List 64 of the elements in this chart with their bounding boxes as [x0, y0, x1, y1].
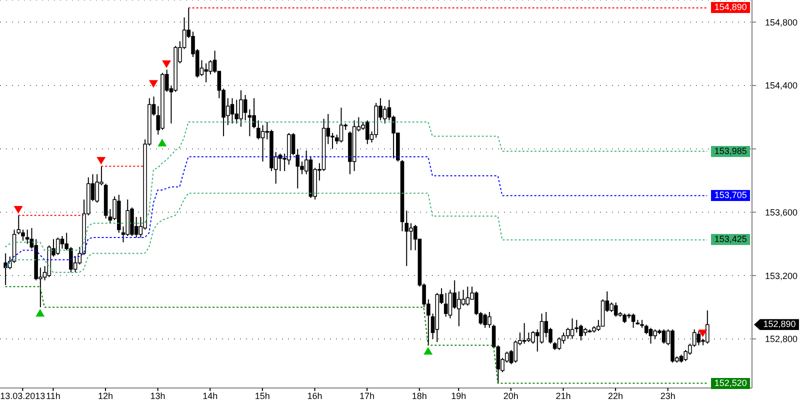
candlestick: [540, 313, 544, 344]
candlestick: [296, 148, 300, 189]
candlestick: [648, 327, 653, 344]
candlestick: [339, 107, 344, 144]
candlestick: [684, 349, 688, 362]
point: [36, 308, 45, 317]
x-tick-label: 20h: [503, 391, 518, 401]
candlestick: [614, 302, 618, 318]
data-label: 154,890: [711, 2, 750, 14]
x-tick-label: 17h: [360, 391, 375, 401]
x-tick-label: 13.03.2013: [0, 391, 46, 401]
x-tick-label: 19h: [451, 391, 466, 401]
candlestick: [252, 98, 256, 129]
line-series: [4, 286, 708, 384]
candlestick: [248, 108, 252, 137]
x-tick-label: 15h: [254, 391, 270, 401]
candlestick: [557, 336, 562, 350]
candlestick: [382, 106, 387, 124]
candlestick: [696, 330, 701, 346]
candlestick: [256, 120, 260, 140]
candlestick: [243, 94, 248, 121]
text: 152,890: [763, 319, 796, 330]
point: [148, 80, 158, 88]
point: [158, 138, 167, 146]
point: [96, 156, 106, 165]
point: [698, 330, 708, 338]
x-tick-label: 23h: [660, 391, 676, 401]
candlestick: [662, 328, 666, 344]
x-tick-label: 16h: [307, 391, 322, 401]
point: [162, 60, 172, 68]
y-tick-label: 154,800: [765, 17, 798, 28]
y-tick-label: 154,400: [765, 80, 798, 91]
candlestick: [570, 318, 574, 340]
y-tick-label: 152,800: [765, 334, 798, 344]
candlestick: [444, 292, 448, 318]
candlestick: [631, 313, 636, 328]
data-label: 153,425: [711, 234, 750, 246]
y-tick-label: 153,200: [765, 270, 798, 281]
x-tick-label: 11h: [46, 391, 60, 401]
line-series: [4, 192, 708, 273]
candlestick: [448, 289, 452, 319]
candlestick: [522, 322, 526, 344]
candlestick: [653, 328, 658, 340]
candlestick: [466, 286, 470, 306]
x-tick-label: 14h: [202, 391, 218, 401]
candlestick: [514, 340, 518, 364]
candlestick: [461, 289, 466, 306]
candlestick: [526, 332, 531, 343]
candlestick: [56, 237, 60, 256]
x-tick-label: 12h: [98, 391, 114, 401]
data-label: 152,520: [711, 378, 750, 389]
x-tick-label: 13h: [150, 391, 166, 401]
candlestick: [25, 229, 30, 244]
x-tick-label: 18h: [412, 391, 427, 401]
candlestick: [365, 120, 370, 145]
x-tick-label: 22h: [608, 391, 624, 401]
candlestick: [260, 124, 265, 162]
candlestick: [230, 98, 234, 124]
data-label: 153,705: [711, 190, 750, 202]
data-label: 153,985: [711, 146, 750, 157]
x-tick-label: 21h: [556, 391, 571, 401]
point: [14, 206, 23, 214]
y-tick-label: 153,600: [765, 207, 798, 218]
point: [424, 346, 433, 355]
